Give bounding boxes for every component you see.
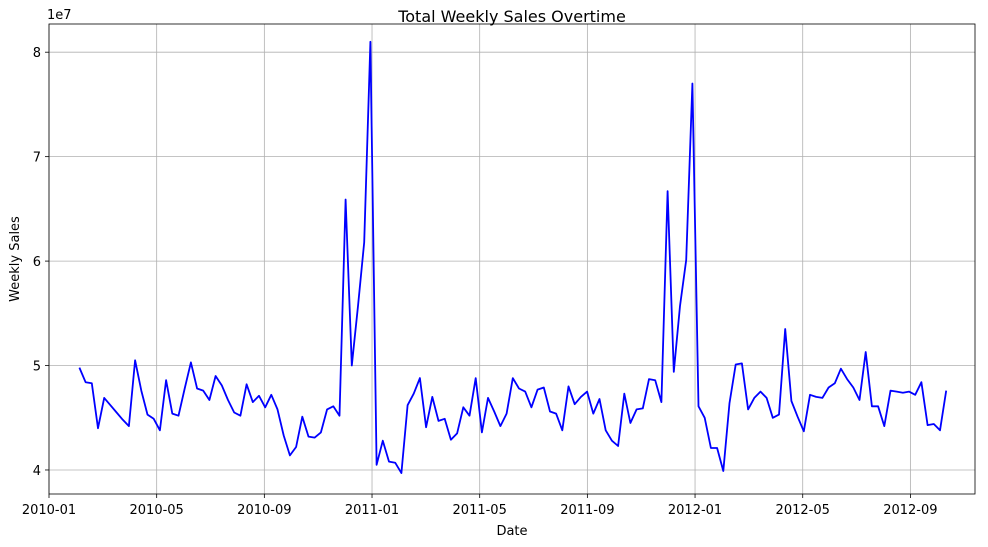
series-line-weekly-sales bbox=[78, 40, 948, 475]
x-tick-label: 2010-09 bbox=[237, 503, 291, 518]
axis-ticks: 2010-01 2010-05 2010-09 2011-01 2011-05 2011-… bbox=[22, 46, 938, 518]
chart-title: Total Weekly Sales Overtime bbox=[397, 7, 626, 26]
x-tick-label: 2010-01 bbox=[22, 503, 76, 518]
x-tick-label: 2012-01 bbox=[668, 503, 722, 518]
y-scale-label: 1e7 bbox=[47, 8, 72, 23]
y-axis-label: Weekly Sales bbox=[8, 216, 23, 302]
y-tick-label: 8 bbox=[33, 46, 41, 61]
x-tick-label: 2012-09 bbox=[883, 503, 937, 518]
y-tick-label: 6 bbox=[33, 255, 41, 270]
y-tick-label: 7 bbox=[33, 151, 41, 166]
plot-area-frame bbox=[48, 23, 976, 495]
x-tick-label: 2011-01 bbox=[345, 503, 399, 518]
gridlines bbox=[48, 24, 975, 494]
y-tick-label: 4 bbox=[33, 464, 41, 479]
x-tick-label: 2010-05 bbox=[130, 503, 184, 518]
x-tick-label: 2012-05 bbox=[776, 503, 830, 518]
x-axis-label: Date bbox=[496, 524, 527, 539]
x-tick-label: 2011-09 bbox=[560, 503, 614, 518]
y-tick-label: 5 bbox=[33, 360, 41, 375]
x-tick-label: 2011-05 bbox=[453, 503, 507, 518]
